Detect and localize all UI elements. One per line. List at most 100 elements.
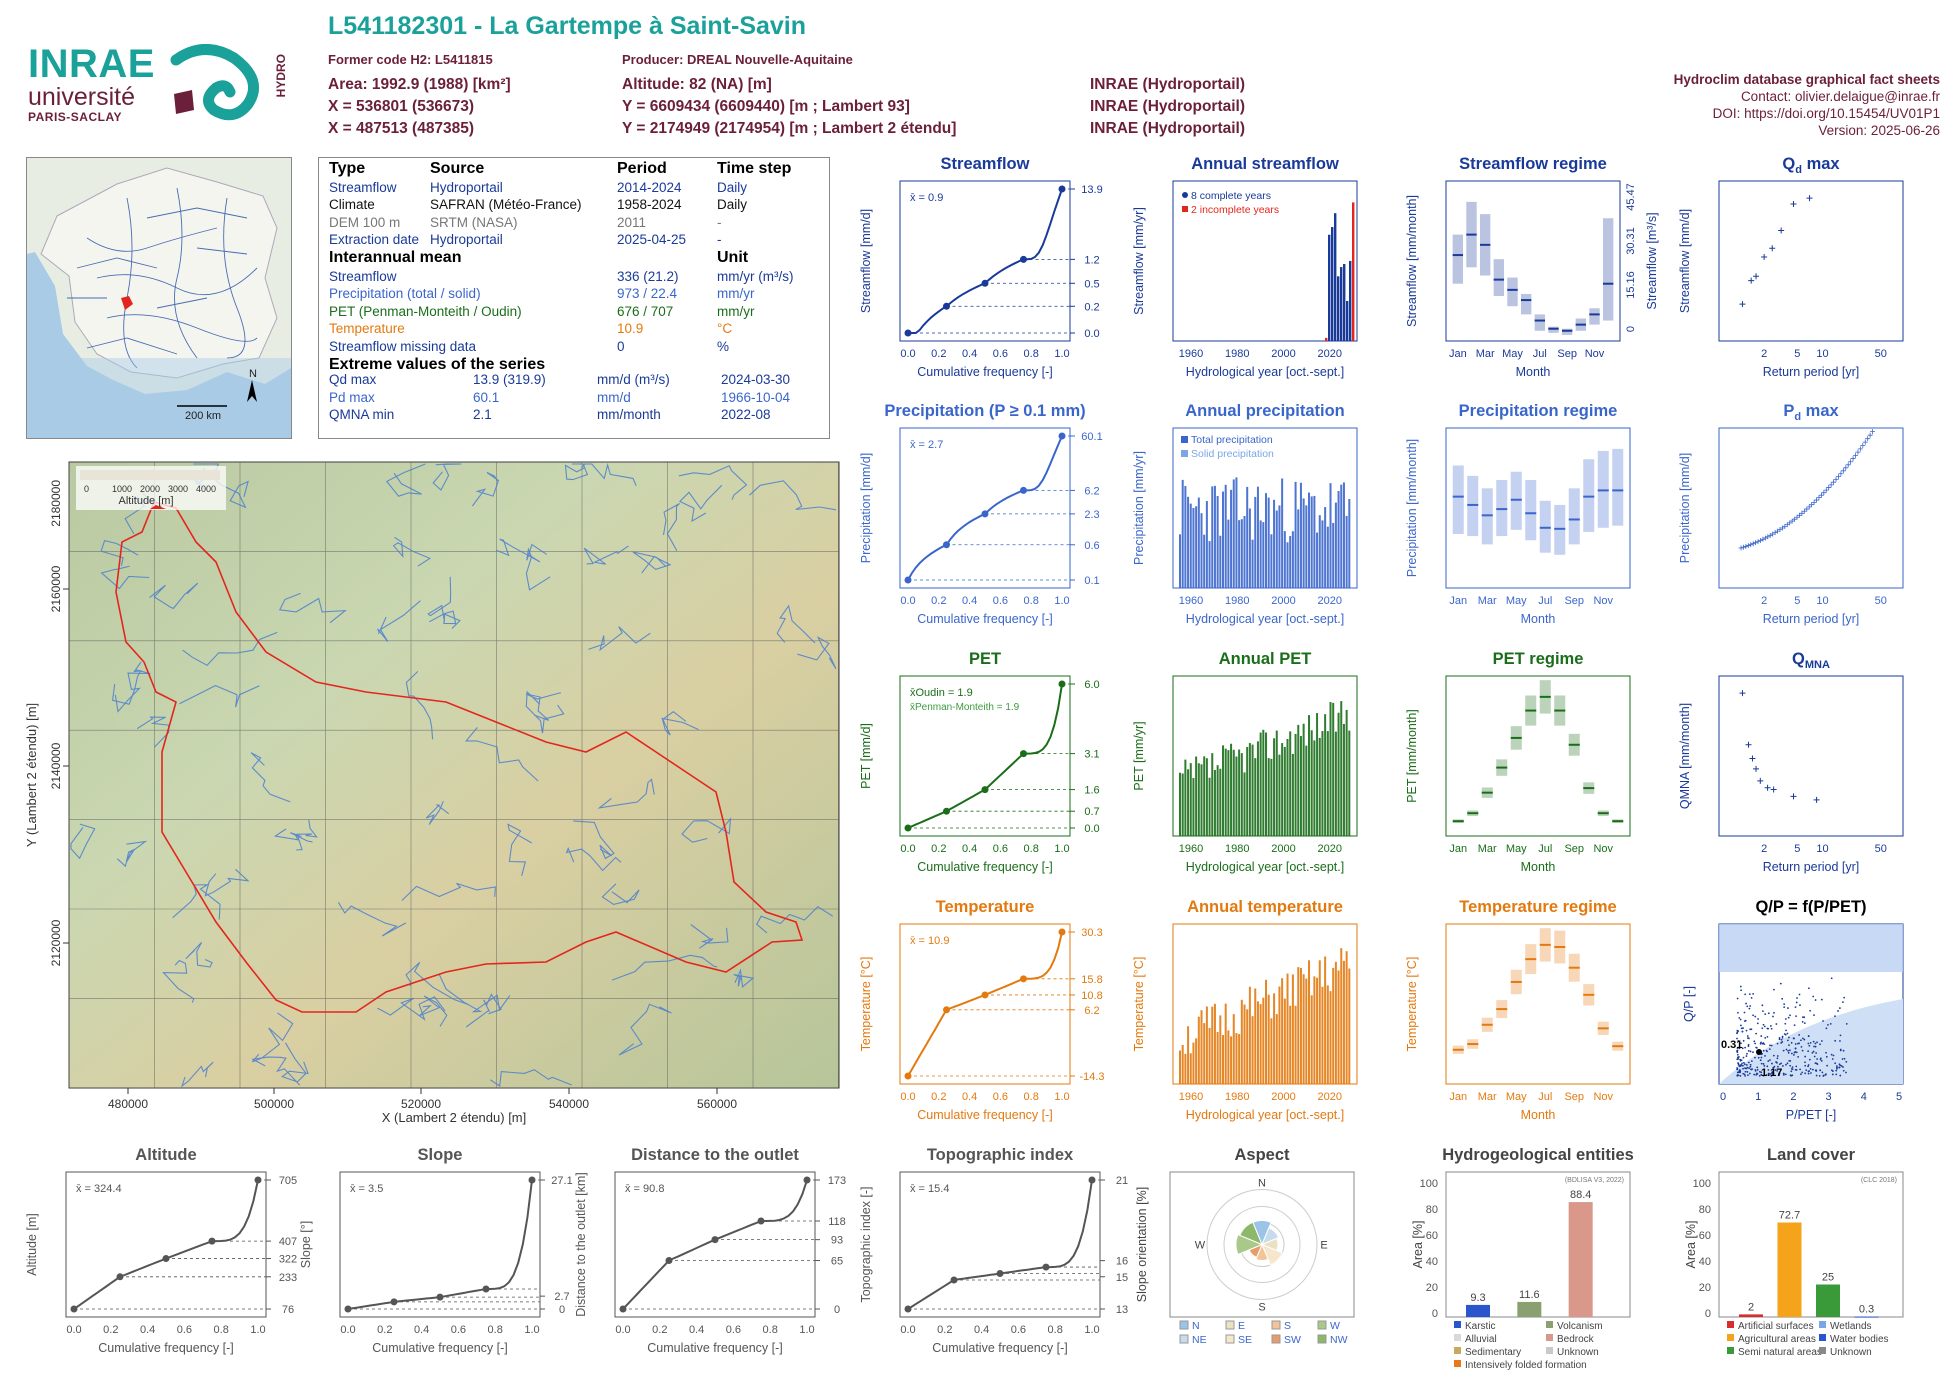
annual-bar	[1332, 702, 1335, 836]
annual-bar	[1243, 1004, 1246, 1084]
qp-point	[1771, 1062, 1773, 1065]
tick-label: Sep	[1564, 843, 1584, 855]
qp-point	[1790, 1067, 1793, 1070]
annual-bar	[1205, 1006, 1208, 1084]
qp-point	[1747, 1074, 1749, 1077]
source-note: (CLC 2018)	[1861, 1177, 1897, 1184]
annual-bar	[1324, 714, 1327, 836]
river-line	[425, 800, 450, 825]
annual-bar	[1334, 961, 1337, 1084]
qp-point	[1755, 1073, 1758, 1076]
annual-bar	[1246, 747, 1249, 836]
regime-box	[1602, 218, 1614, 321]
qp-point	[1794, 1047, 1797, 1050]
energy-limit-band	[1719, 924, 1903, 972]
panel-title: Pd max	[1783, 402, 1839, 423]
tick-label: 2020	[1318, 595, 1342, 607]
compass-label: S	[1258, 1302, 1265, 1314]
annual-bar	[1181, 479, 1184, 588]
annual-bar	[1189, 763, 1192, 836]
panel-title: PET regime	[1493, 650, 1584, 668]
hydro-spiral-icon	[170, 44, 260, 121]
north-arrow-label: N	[249, 368, 257, 380]
river-line	[281, 1042, 309, 1083]
qp-point	[1769, 1073, 1772, 1075]
annual-bar	[1195, 756, 1198, 836]
qp-point	[1779, 982, 1782, 985]
qp-point	[1742, 1027, 1744, 1029]
qp-point	[1758, 1070, 1761, 1073]
legend-marker	[1727, 1347, 1734, 1354]
annual-bar	[1283, 746, 1286, 836]
qp-point	[1744, 1046, 1747, 1049]
qp-point	[1744, 1070, 1747, 1073]
qp-point	[1778, 1038, 1781, 1041]
annual-bar	[1230, 743, 1233, 836]
qp-point	[1754, 1042, 1757, 1045]
tick-label: 0.4	[962, 595, 977, 607]
river-line	[185, 942, 213, 968]
category-bar	[1568, 1202, 1593, 1317]
regime-box	[1493, 259, 1505, 296]
tick-label: 0.2	[931, 348, 946, 360]
panel-title: Slope	[418, 1146, 463, 1164]
quantile-point	[981, 991, 989, 999]
quantile-point	[950, 1276, 958, 1284]
qp-point	[1826, 1064, 1829, 1067]
annual-bar	[1265, 979, 1268, 1084]
legend-marker	[1727, 1321, 1734, 1328]
annual-bar	[1203, 534, 1206, 588]
qp-point	[1781, 1041, 1784, 1043]
annual-bar	[1256, 486, 1259, 588]
qp-point	[1787, 1016, 1790, 1019]
scale-bar-label: 200 km	[185, 410, 222, 422]
annual-bar	[1184, 486, 1187, 588]
river-line	[392, 536, 432, 567]
qp-point	[1760, 1062, 1763, 1065]
qp-point	[1756, 1066, 1759, 1069]
aspect-sector	[1261, 1227, 1280, 1246]
version: Version: 2025-06-26	[1818, 123, 1940, 138]
tick-label: 100	[1693, 1178, 1711, 1190]
annual-bar	[1337, 490, 1340, 588]
qp-point	[1745, 1064, 1748, 1066]
qp-point	[1785, 1063, 1787, 1066]
qp-point	[1758, 1075, 1761, 1077]
x-axis-label: Return period [yr]	[1763, 860, 1860, 874]
panel-title: Temperature regime	[1459, 898, 1616, 916]
qp-point	[1803, 1016, 1806, 1019]
regime-box	[1561, 328, 1573, 335]
tick-label: 0.1	[1084, 575, 1099, 587]
qp-point	[1804, 1061, 1806, 1064]
qp-point	[1736, 1037, 1738, 1040]
category-bar	[1816, 1284, 1840, 1317]
quantile-point	[70, 1305, 78, 1313]
tick-label: 0.6	[726, 1324, 741, 1336]
qp-point	[1764, 1037, 1767, 1039]
annual-bar	[1308, 492, 1311, 588]
annual-bar	[1321, 731, 1324, 836]
qp-point	[1781, 1065, 1784, 1067]
tick-label: 0.6	[993, 595, 1008, 607]
annual-bar	[1291, 974, 1294, 1084]
plot-frame	[899, 675, 1071, 837]
area: Area: 1992.9 (1988) [km²]	[328, 76, 511, 93]
quantile-point	[1058, 432, 1066, 440]
qp-point	[1808, 1044, 1811, 1047]
qp-point	[1784, 1073, 1787, 1076]
annual-bar	[1232, 479, 1235, 588]
legend-label: NW	[1330, 1334, 1348, 1346]
qp-point	[1737, 1011, 1739, 1014]
return-period-point	[1809, 502, 1815, 508]
row-cell: Climate	[329, 197, 375, 213]
annual-bar	[1334, 213, 1337, 341]
qp-point	[1756, 1022, 1759, 1025]
tick-label: Jan	[1449, 595, 1467, 607]
qp-point	[1799, 1068, 1801, 1071]
annual-bar	[1334, 502, 1337, 588]
annual-bar	[1235, 1033, 1238, 1084]
plot-frame	[1445, 1171, 1631, 1318]
annual-bar	[1302, 498, 1305, 588]
qp-point	[1840, 1065, 1843, 1067]
tick-label: May	[1506, 595, 1527, 607]
